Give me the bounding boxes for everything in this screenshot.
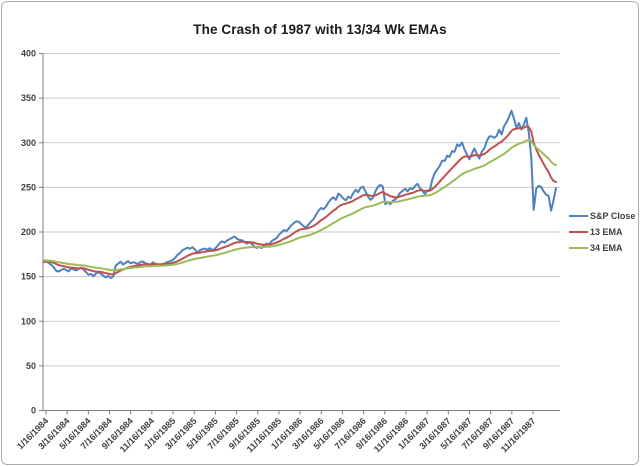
series-line-s-p-close	[43, 109, 557, 280]
y-axis-label: 400	[21, 49, 36, 59]
y-axis-label: 350	[21, 93, 36, 103]
legend-item-sp-close: S&P Close	[569, 208, 635, 224]
legend: S&P Close 13 EMA 34 EMA	[569, 208, 635, 256]
y-axis-label: 250	[21, 182, 36, 192]
y-axis-label: 300	[21, 138, 36, 148]
chart-title: The Crash of 1987 with 13/34 Wk EMAs	[193, 22, 447, 37]
y-axis-label: 150	[21, 272, 36, 282]
series-line-34-ema	[43, 139, 557, 272]
y-axis-label: 100	[21, 316, 36, 326]
legend-label-34-ema: 34 EMA	[590, 243, 623, 253]
series-line-13-ema	[43, 125, 557, 276]
y-axis-label: 0	[31, 406, 36, 416]
legend-item-13-ema: 13 EMA	[569, 224, 635, 240]
y-axis-label: 200	[21, 227, 36, 237]
legend-line-icon-13-ema	[569, 231, 588, 233]
legend-item-34-ema: 34 EMA	[569, 240, 635, 256]
legend-label-13-ema: 13 EMA	[590, 227, 623, 237]
legend-label-sp-close: S&P Close	[590, 211, 636, 221]
y-axis-label: 50	[26, 361, 36, 371]
legend-line-icon-34-ema	[569, 247, 588, 249]
legend-line-icon-sp-close	[569, 215, 588, 217]
